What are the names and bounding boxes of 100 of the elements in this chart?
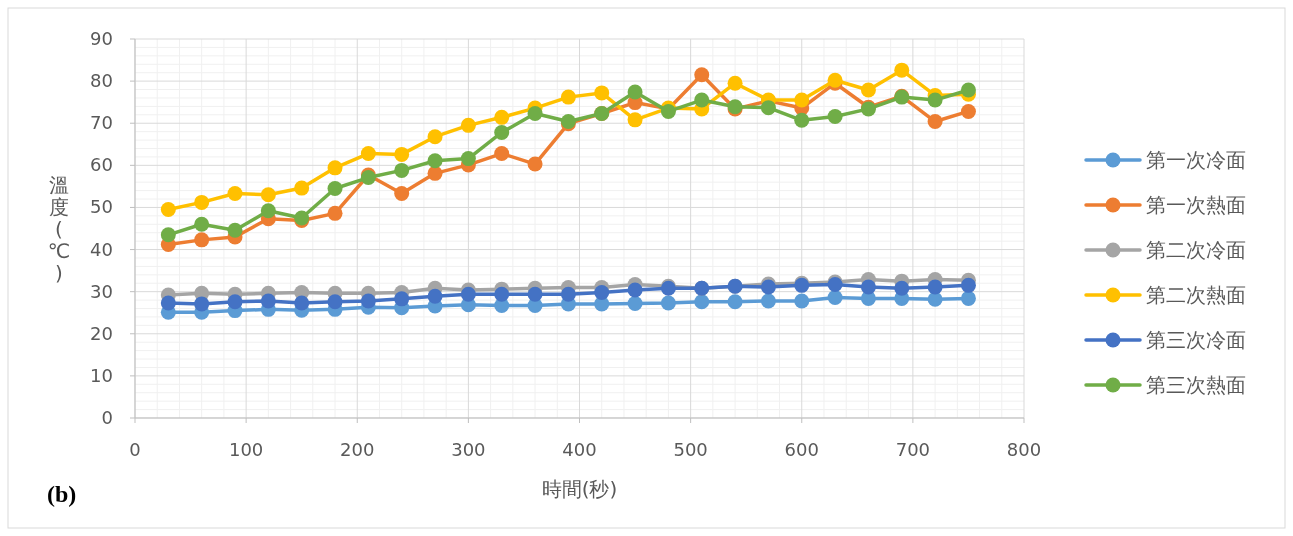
x-tick-label: 0 [129, 439, 141, 460]
point [527, 156, 543, 172]
point [360, 146, 376, 162]
point [927, 291, 943, 307]
y-tick-label: 10 [90, 364, 113, 386]
point [394, 291, 410, 307]
point [694, 92, 710, 108]
point [294, 295, 310, 311]
point [827, 108, 843, 124]
point [427, 153, 443, 169]
x-tick-label: 400 [562, 439, 597, 460]
point [560, 286, 576, 302]
point [594, 285, 610, 301]
y-tick-label: 90 [90, 28, 113, 49]
point [427, 165, 443, 181]
point [460, 286, 476, 302]
point [694, 67, 710, 83]
point [160, 295, 176, 311]
y-tick-label: 0 [101, 407, 113, 428]
point [494, 146, 510, 162]
legend-label: 第二次熱面 [1146, 283, 1246, 307]
y-axis-title: 溫度(℃) [47, 173, 71, 285]
point [260, 203, 276, 219]
point [394, 162, 410, 178]
point [960, 82, 976, 98]
point [427, 129, 443, 145]
x-tick-label: 300 [451, 439, 486, 460]
legend-label: 第一次冷面 [1146, 148, 1246, 172]
point [360, 293, 376, 309]
point [260, 187, 276, 203]
point [194, 232, 210, 248]
legend-label: 第一次熱面 [1146, 193, 1246, 217]
point [894, 62, 910, 78]
point [960, 103, 976, 119]
point [660, 295, 676, 311]
point [627, 112, 643, 128]
point [627, 295, 643, 311]
y-tick-label: 70 [90, 112, 113, 134]
point [227, 294, 243, 310]
point [594, 85, 610, 101]
y-tick-label: 40 [90, 238, 113, 260]
point [494, 286, 510, 302]
point [794, 92, 810, 108]
point [327, 205, 343, 221]
y-tick-label: 80 [90, 70, 113, 92]
point [227, 186, 243, 202]
point [394, 146, 410, 162]
point [527, 286, 543, 302]
point [527, 106, 543, 122]
point [727, 75, 743, 91]
point [394, 186, 410, 202]
point [560, 89, 576, 105]
point [860, 82, 876, 98]
point [694, 294, 710, 310]
point [260, 293, 276, 309]
y-tick-label: 30 [90, 280, 113, 302]
y-tick-label: 50 [90, 196, 113, 218]
point [894, 280, 910, 296]
point [160, 227, 176, 243]
point [927, 279, 943, 295]
x-tick-label: 700 [895, 439, 931, 460]
point [960, 277, 976, 293]
point [727, 294, 743, 310]
point [460, 151, 476, 167]
point [294, 180, 310, 196]
text: (b) [47, 481, 77, 507]
x-axis-title: 時間(秒) [541, 477, 618, 501]
point [627, 282, 643, 298]
y-tick-label: 60 [90, 154, 113, 176]
point [460, 117, 476, 133]
point [327, 160, 343, 176]
point [194, 216, 210, 232]
point [760, 100, 776, 116]
point [794, 112, 810, 128]
x-tick-label: 500 [673, 439, 708, 460]
point [327, 180, 343, 196]
point [827, 290, 843, 306]
point [494, 124, 510, 140]
point [927, 92, 943, 108]
x-tick-label: 800 [1006, 439, 1042, 460]
point [160, 202, 176, 218]
legend-label: 第二次冷面 [1146, 238, 1246, 262]
x-tick-label: 200 [340, 439, 375, 460]
point [327, 294, 343, 310]
point [760, 293, 776, 309]
point [194, 296, 210, 312]
point [427, 288, 443, 304]
y-tick-label: 20 [90, 322, 113, 344]
point [494, 109, 510, 125]
legend-label: 第三次熱面 [1146, 373, 1246, 397]
point [627, 84, 643, 100]
point [194, 194, 210, 210]
point [927, 114, 943, 130]
x-tick-label: 600 [784, 439, 819, 460]
legend-label: 第三次冷面 [1146, 328, 1246, 352]
point [960, 290, 976, 306]
point [794, 293, 810, 309]
point [227, 222, 243, 238]
point [860, 279, 876, 295]
x-tick-label: 100 [228, 439, 264, 460]
